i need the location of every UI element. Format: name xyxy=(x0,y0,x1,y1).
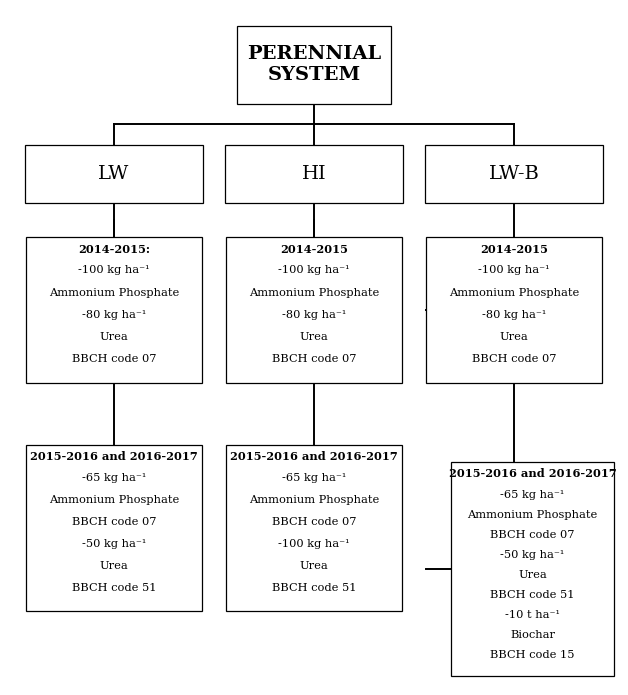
Text: Urea: Urea xyxy=(518,570,547,580)
Text: -100 kg ha⁻¹: -100 kg ha⁻¹ xyxy=(278,539,350,549)
Text: BBCH code 51: BBCH code 51 xyxy=(72,583,156,593)
Text: -100 kg ha⁻¹: -100 kg ha⁻¹ xyxy=(478,265,550,275)
Text: Urea: Urea xyxy=(100,332,128,342)
Text: 2015-2016 and 2016-2017: 2015-2016 and 2016-2017 xyxy=(230,451,398,462)
Text: 2014-2015:: 2014-2015: xyxy=(78,244,150,254)
Text: BBCH code 51: BBCH code 51 xyxy=(490,590,575,600)
Text: Urea: Urea xyxy=(500,332,528,342)
Text: PERENNIAL
SYSTEM: PERENNIAL SYSTEM xyxy=(247,45,381,84)
Text: BBCH code 07: BBCH code 07 xyxy=(272,354,356,364)
FancyBboxPatch shape xyxy=(26,445,202,612)
FancyBboxPatch shape xyxy=(26,237,202,383)
Text: HI: HI xyxy=(301,165,327,183)
Text: -100 kg ha⁻¹: -100 kg ha⁻¹ xyxy=(278,265,350,275)
Text: LW: LW xyxy=(99,165,129,183)
FancyBboxPatch shape xyxy=(225,145,403,203)
FancyBboxPatch shape xyxy=(425,145,604,203)
Text: 2014-2015: 2014-2015 xyxy=(280,244,348,254)
Text: LW-B: LW-B xyxy=(489,165,539,183)
FancyBboxPatch shape xyxy=(237,26,391,104)
Text: BBCH code 07: BBCH code 07 xyxy=(72,354,156,364)
Text: Urea: Urea xyxy=(100,561,128,571)
Text: -80 kg ha⁻¹: -80 kg ha⁻¹ xyxy=(482,310,546,320)
Text: BBCH code 51: BBCH code 51 xyxy=(272,583,356,593)
Text: 2014-2015: 2014-2015 xyxy=(480,244,548,254)
Text: -80 kg ha⁻¹: -80 kg ha⁻¹ xyxy=(82,310,146,320)
Text: Ammonium Phosphate: Ammonium Phosphate xyxy=(49,495,179,505)
Text: 2015-2016 and 2016-2017: 2015-2016 and 2016-2017 xyxy=(30,451,198,462)
Text: Biochar: Biochar xyxy=(510,630,555,640)
Text: -65 kg ha⁻¹: -65 kg ha⁻¹ xyxy=(282,473,346,483)
FancyBboxPatch shape xyxy=(426,237,602,383)
Text: Ammonium Phosphate: Ammonium Phosphate xyxy=(249,495,379,505)
Text: BBCH code 07: BBCH code 07 xyxy=(72,517,156,527)
Text: Ammonium Phosphate: Ammonium Phosphate xyxy=(49,288,179,297)
Text: -65 kg ha⁻¹: -65 kg ha⁻¹ xyxy=(501,490,565,500)
FancyBboxPatch shape xyxy=(226,445,402,612)
Text: -10 t ha⁻¹: -10 t ha⁻¹ xyxy=(505,610,560,620)
Text: BBCH code 07: BBCH code 07 xyxy=(272,517,356,527)
Text: 2015-2016 and 2016-2017: 2015-2016 and 2016-2017 xyxy=(448,468,616,480)
Text: BBCH code 15: BBCH code 15 xyxy=(490,650,575,660)
Text: Ammonium Phosphate: Ammonium Phosphate xyxy=(467,510,598,520)
Text: -80 kg ha⁻¹: -80 kg ha⁻¹ xyxy=(282,310,346,320)
Text: BBCH code 07: BBCH code 07 xyxy=(490,530,575,540)
FancyBboxPatch shape xyxy=(226,237,402,383)
Text: -50 kg ha⁻¹: -50 kg ha⁻¹ xyxy=(501,550,565,560)
Text: BBCH code 07: BBCH code 07 xyxy=(472,354,556,364)
Text: -100 kg ha⁻¹: -100 kg ha⁻¹ xyxy=(78,265,150,275)
Text: Urea: Urea xyxy=(300,561,328,571)
Text: Urea: Urea xyxy=(300,332,328,342)
Text: -65 kg ha⁻¹: -65 kg ha⁻¹ xyxy=(82,473,146,483)
Text: Ammonium Phosphate: Ammonium Phosphate xyxy=(449,288,579,297)
FancyBboxPatch shape xyxy=(451,461,614,676)
FancyBboxPatch shape xyxy=(24,145,203,203)
Text: -50 kg ha⁻¹: -50 kg ha⁻¹ xyxy=(82,539,146,549)
Text: Ammonium Phosphate: Ammonium Phosphate xyxy=(249,288,379,297)
